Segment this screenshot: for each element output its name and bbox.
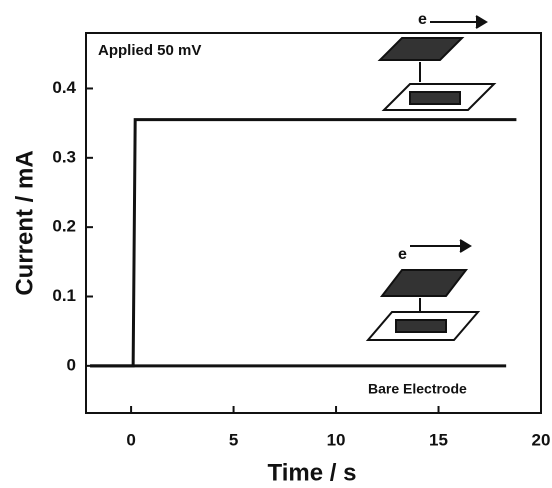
y-tick-label: 0.2 [52, 217, 76, 236]
y-axis-label: Current / mA [11, 150, 38, 295]
y-tick-label: 0.4 [52, 78, 76, 97]
annotation: Bare Electrode [368, 381, 467, 397]
y-tick-label: 0.1 [52, 286, 76, 305]
annotation: Applied 50 mV [98, 42, 201, 59]
y-tick-label: 0 [67, 355, 76, 374]
annotation: e [418, 11, 427, 28]
x-tick-label: 10 [327, 430, 346, 449]
x-tick-label: 15 [429, 430, 448, 449]
annotation: e [398, 246, 407, 263]
electrode-icons [365, 15, 497, 341]
x-axis-label: Time / s [268, 459, 357, 486]
y-tick-label: 0.3 [52, 147, 76, 166]
plot-frame [85, 32, 542, 414]
x-tick-label: 5 [229, 430, 238, 449]
x-tick-label: 20 [532, 430, 551, 449]
x-tick-label: 0 [126, 430, 135, 449]
